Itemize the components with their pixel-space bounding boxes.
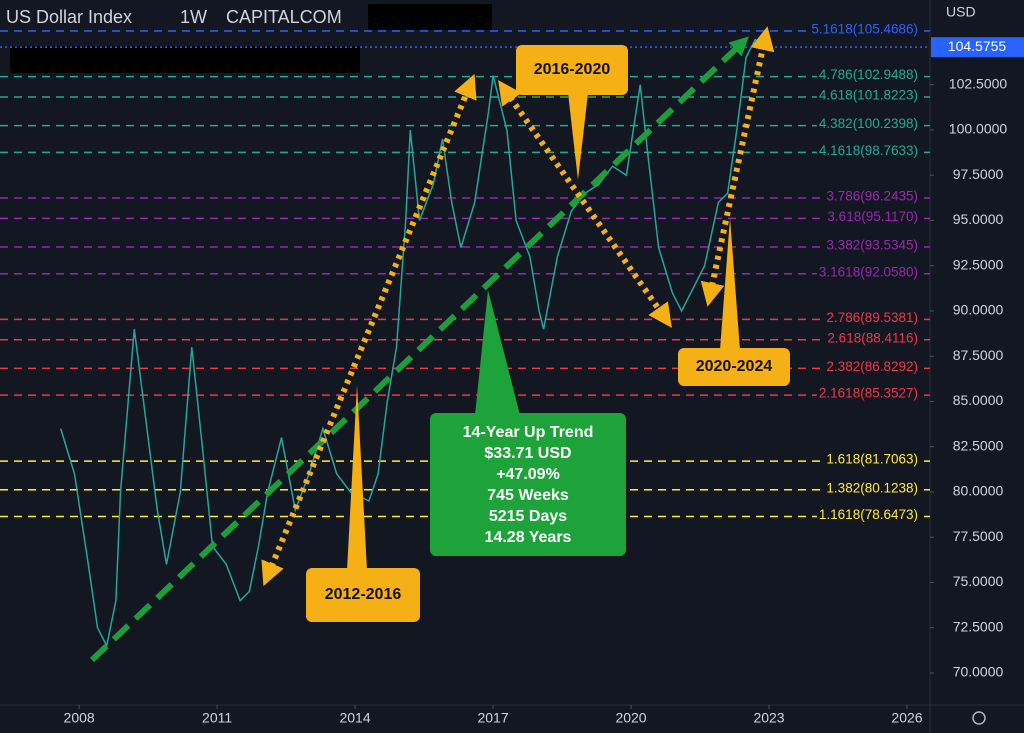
period-arrow <box>261 73 477 587</box>
callout-pointer <box>720 218 740 350</box>
fib-label-bg <box>816 142 920 158</box>
currency[interactable]: USD <box>946 4 976 20</box>
fib-label-bg <box>824 237 920 253</box>
y-tick-label: 72.5000 <box>953 618 1004 634</box>
y-tick-label: 77.5000 <box>953 528 1004 544</box>
fib-label-bg <box>809 21 920 37</box>
fib-label: 2.1618(85.3527) <box>819 386 918 401</box>
x-tick-label: 2020 <box>615 710 646 726</box>
settings-icon[interactable] <box>972 711 986 725</box>
fib-label: 2.618(88.4116) <box>827 330 918 345</box>
fib-label: 4.786(102.9488) <box>819 67 918 82</box>
redaction <box>10 46 360 73</box>
callout-box <box>306 568 420 622</box>
fib-label: 2.382(86.8292) <box>826 359 918 374</box>
y-tick-label: 100.0000 <box>949 121 1008 137</box>
x-tick-label: 2023 <box>753 710 784 726</box>
fib-label-bg <box>824 309 920 325</box>
callout-label: 2016-2020 <box>534 61 611 78</box>
symbol: US Dollar Index <box>6 7 132 27</box>
y-tick-label: 97.5000 <box>953 166 1004 182</box>
fib-label-bg <box>816 116 920 132</box>
fib-label-bg <box>824 358 920 374</box>
fib-label: 1.618(81.7063) <box>826 452 918 467</box>
callout-box <box>516 45 628 95</box>
trend-arrow <box>89 36 749 663</box>
fib-label: 3.1618(92.0580) <box>819 264 918 279</box>
callout-box <box>678 348 790 386</box>
x-tick-label: 2011 <box>202 710 232 726</box>
fib-label-bg <box>824 480 920 496</box>
fib-label: 2.786(89.5381) <box>826 310 918 325</box>
fib-label-bg <box>816 87 920 103</box>
y-tick-label: 82.5000 <box>953 437 1004 453</box>
y-tick-label: 87.5000 <box>953 347 1004 363</box>
x-tick-label: 2017 <box>477 710 508 726</box>
trend-text: 745 Weeks <box>487 487 569 504</box>
fib-label: 4.1618(98.7633) <box>819 143 918 158</box>
source: CAPITALCOM <box>226 7 342 27</box>
y-tick-label: 80.0000 <box>953 483 1004 499</box>
fib-label: 1.382(80.1238) <box>826 480 918 495</box>
fib-label: 3.382(93.5345) <box>826 238 918 253</box>
y-tick-label: 90.0000 <box>953 302 1004 318</box>
y-tick-label: 92.5000 <box>953 256 1004 272</box>
callout-pointer <box>347 385 367 570</box>
trend-text: $33.71 USD <box>484 445 571 462</box>
y-tick-label: 102.5000 <box>949 75 1008 91</box>
fib-label-bg <box>816 264 920 280</box>
callout-label: 2012-2016 <box>325 586 402 603</box>
fib-label: 3.786(96.2435) <box>826 189 918 204</box>
trend-text: 5215 Days <box>489 508 567 525</box>
interval: 1W <box>180 7 207 27</box>
fib-label: 5.1618(105.4686) <box>811 22 918 37</box>
fib-label-bg <box>824 451 920 467</box>
price-line <box>59 38 765 649</box>
trend-text: +47.09% <box>496 466 560 483</box>
fib-label-bg <box>825 330 920 346</box>
trend-pointer <box>475 290 520 415</box>
y-tick-label: 85.0000 <box>953 392 1004 408</box>
fib-label-bg <box>816 67 920 83</box>
fib-label-bg <box>824 188 920 204</box>
redaction <box>368 4 492 30</box>
fib-label: 1.1618(78.6473) <box>819 507 918 522</box>
trend-text: 14.28 Years <box>485 529 572 546</box>
callout-pointer <box>568 93 588 180</box>
x-tick-label: 2008 <box>64 710 95 726</box>
callout-label: 2020-2024 <box>696 358 773 375</box>
fib-label-bg <box>816 507 920 523</box>
fib-label-bg <box>816 385 920 401</box>
y-tick-label: 75.0000 <box>953 573 1004 589</box>
x-tick-label: 2026 <box>891 710 922 726</box>
fib-label: 3.618(95.1170) <box>827 209 918 224</box>
last-price-label: 104.5755 <box>948 38 1007 54</box>
period-arrow <box>498 80 672 328</box>
fib-label: 4.382(100.2398) <box>819 116 918 131</box>
trend-text: 14-Year Up Trend <box>463 424 594 441</box>
fib-label-bg <box>825 208 920 224</box>
y-tick-label: 95.0000 <box>953 211 1004 227</box>
trend-box <box>430 413 626 556</box>
fib-label: 4.618(101.8223) <box>819 88 918 103</box>
y-tick-label: 70.0000 <box>953 664 1004 680</box>
x-tick-label: 2014 <box>339 710 370 726</box>
last-price-badge <box>931 37 1024 58</box>
period-arrow <box>700 26 775 307</box>
